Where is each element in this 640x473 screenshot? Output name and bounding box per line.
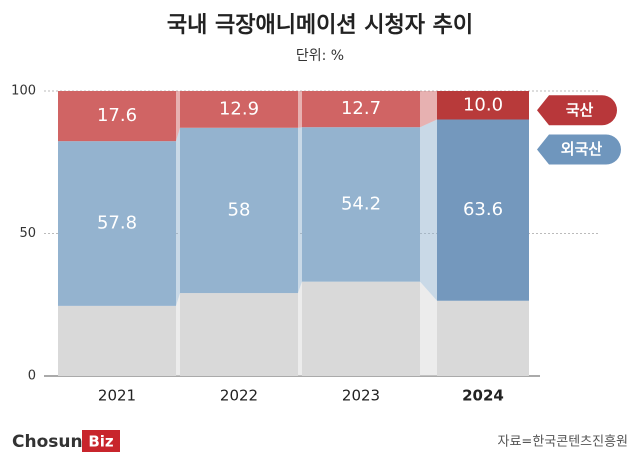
- legend-callout: [537, 134, 621, 165]
- chart-subtitle: 단위: %: [296, 48, 344, 64]
- connector: [176, 127, 180, 306]
- connector: [176, 91, 180, 142]
- bar-segment: [180, 91, 298, 128]
- bar-segment: [180, 127, 298, 294]
- legend-label: 국산: [566, 101, 594, 119]
- x-tick-label: 2023: [342, 387, 380, 405]
- legend-callout: [537, 95, 617, 126]
- legend-label: 외국산: [561, 140, 603, 158]
- value-label: 12.9: [219, 98, 259, 119]
- bar-segment: [58, 91, 176, 142]
- bar-segment: [180, 293, 298, 376]
- connector: [298, 281, 302, 376]
- bar-segment: [437, 119, 529, 301]
- value-label: 17.6: [97, 105, 137, 126]
- value-label: 57.8: [97, 213, 137, 234]
- value-label: 58: [228, 199, 251, 220]
- x-tick-label: 2024: [462, 387, 504, 405]
- chart-title: 국내 극장애니메이션 시청자 추이: [167, 13, 473, 38]
- bar-segment: [58, 305, 176, 376]
- value-label: 63.6: [463, 199, 503, 220]
- y-tick-label: 50: [19, 226, 36, 241]
- connector: [298, 127, 302, 294]
- connector: [420, 119, 437, 301]
- value-label: 54.2: [341, 193, 381, 214]
- x-tick-label: 2021: [98, 387, 136, 405]
- value-label: 12.7: [341, 98, 381, 119]
- bar-segment: [302, 127, 420, 282]
- bar-segment: [437, 300, 529, 376]
- value-label: 10.0: [463, 94, 503, 115]
- logo-accent: Biz: [88, 433, 114, 451]
- y-tick-label: 0: [28, 369, 36, 384]
- logo-box: [82, 430, 120, 452]
- bar-segment: [437, 91, 529, 120]
- connector: [420, 91, 437, 128]
- connector: [298, 91, 302, 128]
- y-tick-label: 100: [11, 84, 36, 99]
- x-tick-label: 2022: [220, 387, 258, 405]
- bar-segment: [58, 141, 176, 306]
- bar-segment: [302, 281, 420, 376]
- source: 자료=한국콘텐츠진흥원: [498, 435, 629, 450]
- connector: [176, 293, 180, 376]
- connector: [420, 281, 437, 376]
- bar-segment: [302, 91, 420, 128]
- logo: Chosun: [12, 432, 83, 452]
